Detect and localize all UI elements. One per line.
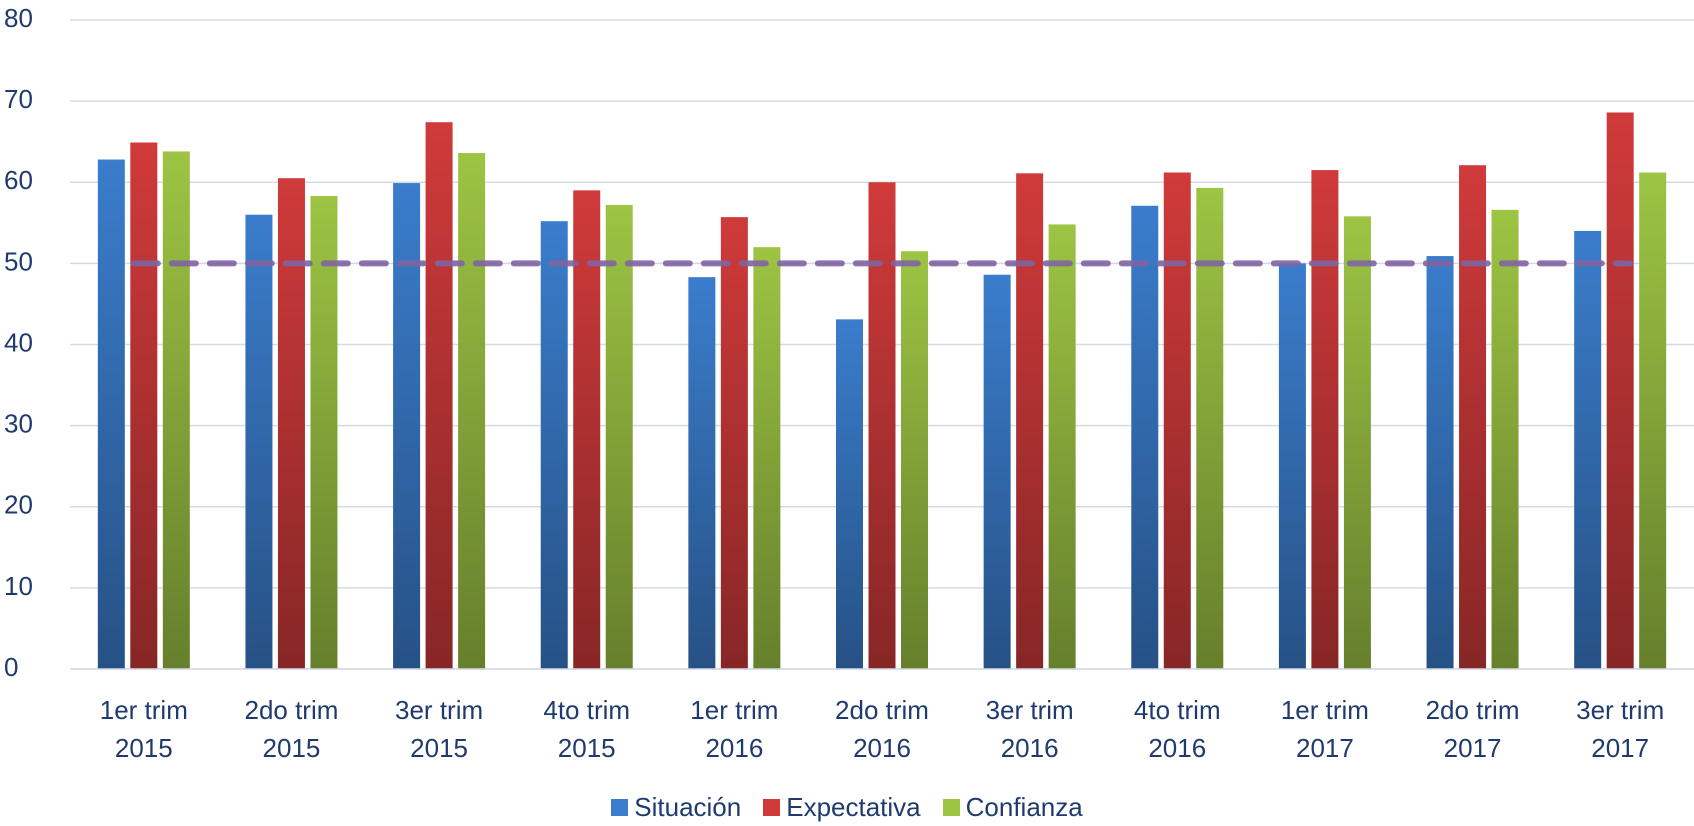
- bar: [540, 221, 568, 669]
- legend-label: Expectativa: [786, 792, 921, 822]
- legend-label: Confianza: [965, 792, 1083, 822]
- bar: [1491, 209, 1519, 669]
- bar: [688, 277, 716, 669]
- x-tick-label: 3er trim 2017: [1576, 695, 1665, 763]
- bar: [458, 153, 486, 670]
- bar: [425, 122, 453, 669]
- bar: [130, 142, 158, 669]
- bar: [1311, 170, 1339, 670]
- bar: [868, 182, 896, 669]
- x-tick-label: 3er trim 2016: [985, 695, 1074, 763]
- bar: [573, 190, 601, 670]
- legend-item: Confianza: [942, 792, 1083, 823]
- x-tick-label: 1er trim 2017: [1280, 695, 1369, 763]
- legend-swatch: [611, 799, 629, 816]
- legend: Situación Expectativa Confianza: [0, 792, 1694, 823]
- bar: [393, 183, 421, 669]
- legend-item: Situación: [611, 792, 741, 823]
- bar: [1426, 256, 1454, 669]
- y-tick-label: 0: [4, 652, 18, 682]
- x-tick-label: 1er trim 2015: [99, 695, 188, 763]
- bar: [720, 217, 748, 670]
- bar: [1048, 224, 1076, 669]
- x-tick-label: 2do trim 2016: [835, 695, 929, 763]
- x-tick-label: 1er trim 2016: [690, 695, 779, 763]
- x-tick-label: 3er trim 2015: [395, 695, 484, 763]
- x-tick-label: 4to trim 2016: [1133, 695, 1221, 763]
- y-tick-label: 50: [4, 246, 33, 276]
- bar: [1016, 173, 1044, 670]
- bar: [162, 151, 190, 670]
- bar: [1459, 165, 1487, 669]
- bar: [1163, 172, 1191, 669]
- bar: [836, 319, 863, 669]
- y-tick-label: 60: [4, 165, 33, 195]
- bar: [1639, 172, 1667, 669]
- bar: [1131, 205, 1159, 669]
- bar: [1278, 263, 1306, 669]
- y-tick-label: 10: [4, 571, 33, 601]
- bar: [310, 196, 338, 669]
- bar: [753, 247, 781, 669]
- bar: [277, 178, 305, 669]
- bar: [245, 214, 273, 669]
- y-tick-label: 70: [4, 84, 33, 114]
- bar: [605, 204, 633, 669]
- bar: [901, 251, 928, 670]
- bar: [983, 274, 1011, 669]
- x-tick-label: 2do trim 2015: [244, 695, 339, 763]
- legend-label: Situación: [634, 792, 742, 822]
- bar: [1606, 112, 1634, 670]
- legend-item: Expectativa: [763, 792, 921, 823]
- legend-swatch: [763, 799, 781, 816]
- bar: [1196, 187, 1224, 669]
- bar: [1574, 230, 1602, 670]
- legend-swatch: [942, 799, 960, 816]
- y-tick-label: 40: [4, 327, 33, 357]
- x-tick-label: 2do trim 2017: [1425, 695, 1520, 763]
- bar: [1343, 216, 1371, 669]
- y-tick-label: 80: [4, 3, 33, 33]
- x-tick-label: 4to trim 2015: [543, 695, 631, 763]
- y-tick-label: 30: [4, 409, 33, 439]
- bar: [97, 159, 125, 669]
- y-tick-label: 20: [4, 490, 33, 520]
